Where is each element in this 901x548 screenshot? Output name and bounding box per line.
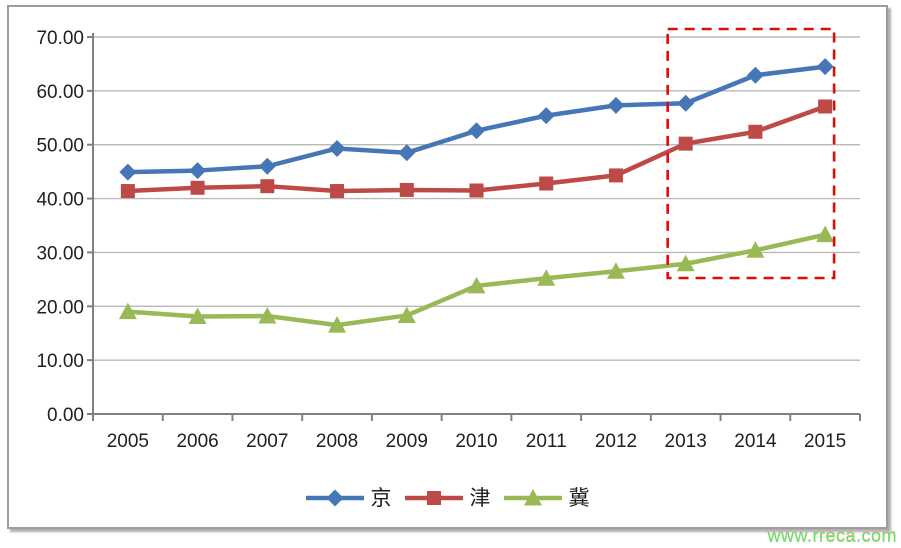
legend-item-jin: 津 [404, 486, 491, 510]
legend-label-jing: 京 [370, 486, 392, 510]
chart-frame [7, 5, 888, 529]
jin-series-swatch-icon [404, 491, 463, 505]
ji-series-swatch-icon [503, 489, 562, 506]
chart-legend: 京 津 冀 [7, 481, 888, 515]
jing-series-swatch-icon [305, 489, 364, 507]
legend-item-jing: 京 [305, 486, 392, 510]
legend-item-ji: 冀 [503, 486, 590, 510]
watermark-text: www.rreca.com [767, 526, 897, 546]
legend-label-ji: 冀 [568, 486, 590, 510]
legend-label-jin: 津 [469, 486, 491, 510]
